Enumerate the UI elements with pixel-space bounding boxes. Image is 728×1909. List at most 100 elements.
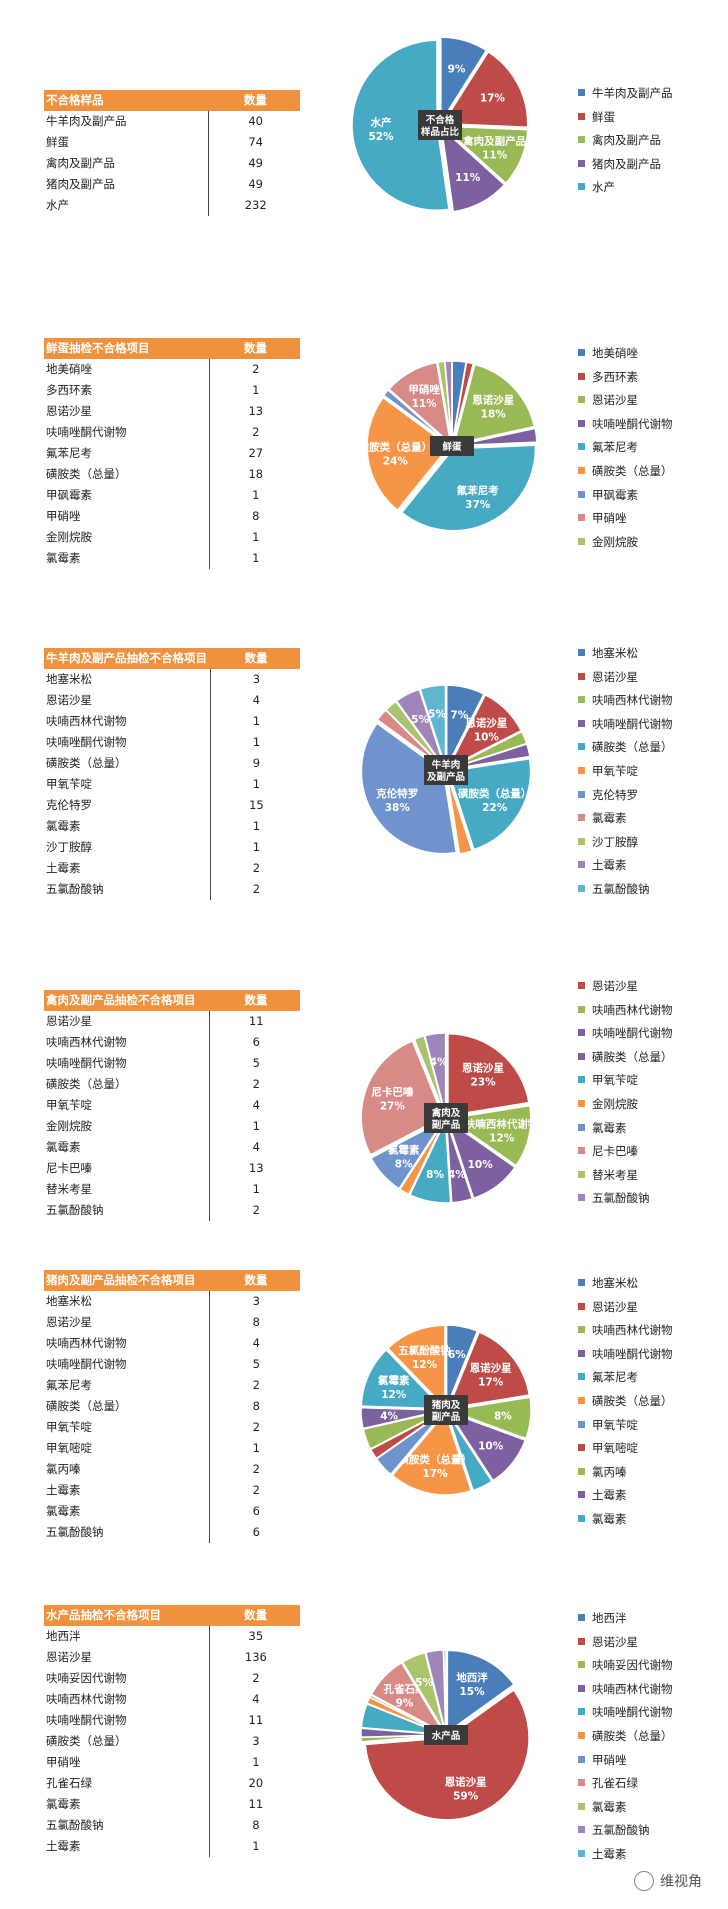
legend-swatch bbox=[578, 1349, 585, 1357]
legend-swatch bbox=[578, 1170, 585, 1178]
cell-item: 替米考星 bbox=[46, 1182, 92, 1196]
cell-item: 甲氧苄啶 bbox=[46, 1098, 92, 1112]
slice-label: 禽肉及副产品 11% bbox=[462, 134, 526, 161]
table-row: 金刚烷胺 1 bbox=[44, 527, 300, 548]
legend: 地西泮 恩诺沙星 呋喃妥因代谢物 呋喃西林代谢物 呋喃唑酮代谢物 磺胺类（总量） 甲硝唑 孔雀… bbox=[578, 1607, 673, 1867]
center-label: 不合格样品占比 bbox=[421, 114, 460, 138]
table-row: 地美硝唑 2 bbox=[44, 359, 300, 380]
legend-item: 磺胺类（总量） bbox=[578, 1725, 673, 1749]
legend-item: 磺胺类（总量） bbox=[578, 736, 673, 760]
legend-label: 呋喃西林代谢物 bbox=[592, 693, 673, 708]
slice-label: 8% bbox=[426, 1169, 444, 1181]
cell-count: 8 bbox=[208, 1815, 300, 1836]
cell-count: 1 bbox=[209, 711, 300, 732]
table-row: 恩诺沙星 13 bbox=[44, 401, 300, 422]
table-row: 恩诺沙星 8 bbox=[44, 1312, 300, 1333]
legend-swatch bbox=[578, 719, 585, 727]
slice-label: 7% bbox=[450, 709, 468, 721]
cell-count: 49 bbox=[208, 174, 300, 195]
table-row: 呋喃西林代谢物 6 bbox=[44, 1032, 300, 1053]
table-row: 土霉素 2 bbox=[44, 858, 300, 879]
cell-count: 13 bbox=[209, 1158, 300, 1179]
slice-label: 10% bbox=[468, 1159, 494, 1171]
legend-item: 氟苯尼考 bbox=[578, 436, 673, 460]
cell-item: 金刚烷胺 bbox=[46, 530, 92, 544]
legend-item: 氟苯尼考 bbox=[578, 1366, 673, 1390]
legend-swatch bbox=[578, 1661, 585, 1669]
table-row: 磺胺类（总量） 3 bbox=[44, 1731, 300, 1752]
cell-count: 2 bbox=[209, 858, 300, 879]
cell-count: 15 bbox=[209, 795, 300, 816]
legend-swatch bbox=[578, 1491, 585, 1499]
legend-item: 地塞米松 bbox=[578, 1272, 673, 1296]
cell-count: 20 bbox=[208, 1773, 300, 1794]
table-row: 氯霉素 6 bbox=[44, 1501, 300, 1522]
cell-count: 2 bbox=[209, 1459, 300, 1480]
pie-slice bbox=[400, 444, 537, 532]
cell-count: 40 bbox=[208, 111, 300, 132]
cell-item: 恩诺沙星 bbox=[46, 404, 92, 418]
header-count: 数量 bbox=[209, 1270, 300, 1291]
cell-item: 多西环素 bbox=[46, 383, 92, 397]
legend-item: 氯霉素 bbox=[578, 1508, 673, 1532]
cell-item: 五氯酚酸钠 bbox=[46, 882, 104, 896]
legend-label: 甲氧苄啶 bbox=[592, 1417, 638, 1432]
legend-swatch bbox=[578, 1467, 585, 1475]
cell-count: 232 bbox=[208, 195, 300, 216]
cell-count: 27 bbox=[208, 443, 300, 464]
cell-count: 2 bbox=[209, 1375, 300, 1396]
legend-item: 五氯酚酸钠 bbox=[578, 1187, 673, 1211]
header-count: 数量 bbox=[209, 338, 300, 359]
legend-swatch bbox=[578, 1396, 585, 1404]
legend-item: 孔雀石绿 bbox=[578, 1772, 673, 1796]
pie-slice bbox=[351, 39, 450, 211]
slice-label: 克伦特罗 38% bbox=[376, 787, 418, 814]
pie-slice bbox=[445, 1324, 479, 1408]
cell-item: 氯霉素 bbox=[46, 1140, 81, 1154]
cell-item: 呋喃妥因代谢物 bbox=[46, 1671, 127, 1685]
cell-item: 恩诺沙星 bbox=[46, 1315, 92, 1329]
cell-count: 4 bbox=[209, 1095, 300, 1116]
legend-label: 呋喃唑酮代谢物 bbox=[592, 716, 673, 731]
pie-slice bbox=[391, 1411, 473, 1496]
pie-slice bbox=[445, 684, 485, 768]
legend: 恩诺沙星 呋喃西林代谢物 呋喃唑酮代谢物 磺胺类（总量） 甲氧苄啶 金刚烷胺 氯霉素 尼卡巴嗪… bbox=[578, 975, 673, 1211]
cell-count: 1 bbox=[209, 1179, 300, 1200]
legend-swatch bbox=[578, 159, 585, 167]
legend-swatch bbox=[578, 1194, 585, 1202]
slice-label: 5% bbox=[415, 1677, 433, 1689]
legend-label: 土霉素 bbox=[592, 858, 627, 873]
pie-slice bbox=[446, 1118, 517, 1200]
table-row: 恩诺沙星 4 bbox=[44, 690, 300, 711]
legend-item: 甲硝唑 bbox=[578, 1749, 673, 1773]
legend-item: 恩诺沙星 bbox=[578, 389, 673, 413]
legend-label: 甲硝唑 bbox=[592, 1752, 627, 1767]
legend-item: 磺胺类（总量） bbox=[578, 460, 673, 484]
pie-slice bbox=[446, 1396, 532, 1440]
legend: 地美硝唑 多西环素 恩诺沙星 呋喃唑酮代谢物 氟苯尼考 磺胺类（总量） 甲砜霉素 甲硝唑 金刚烷… bbox=[578, 342, 673, 554]
cell-count: 1 bbox=[208, 1752, 300, 1773]
header-count: 数量 bbox=[209, 1605, 300, 1626]
cell-item: 呋喃唑酮代谢物 bbox=[46, 1056, 127, 1070]
legend-label: 氯霉素 bbox=[592, 811, 627, 826]
pie-slice bbox=[454, 427, 538, 447]
table-row: 恩诺沙星 11 bbox=[44, 1011, 300, 1032]
legend-item: 土霉素 bbox=[578, 1843, 673, 1867]
table-row: 尼卡巴嗪 13 bbox=[44, 1158, 300, 1179]
legend-item: 氯霉素 bbox=[578, 807, 673, 831]
cell-item: 五氯酚酸钠 bbox=[46, 1525, 104, 1539]
cell-count: 4 bbox=[209, 1333, 300, 1354]
pie-slice bbox=[441, 50, 529, 129]
legend-label: 水产 bbox=[592, 180, 615, 195]
pie-slice bbox=[446, 1104, 532, 1167]
cell-item: 牛羊肉及副产品 bbox=[46, 114, 127, 128]
table-row: 地西泮 35 bbox=[44, 1626, 300, 1647]
center-label-box bbox=[424, 755, 468, 785]
pie-slice bbox=[423, 1032, 447, 1116]
pie-chart: 地西泮 15% 恩诺沙星 59% 孔雀石绿 9%5% 水产品 bbox=[360, 1649, 530, 1821]
cell-count: 1 bbox=[209, 732, 300, 753]
table-row: 磺胺类（总量） 18 bbox=[44, 464, 300, 485]
table-row: 鲜蛋 74 bbox=[44, 132, 300, 153]
pie-slice bbox=[448, 743, 531, 771]
legend-swatch bbox=[578, 982, 585, 989]
